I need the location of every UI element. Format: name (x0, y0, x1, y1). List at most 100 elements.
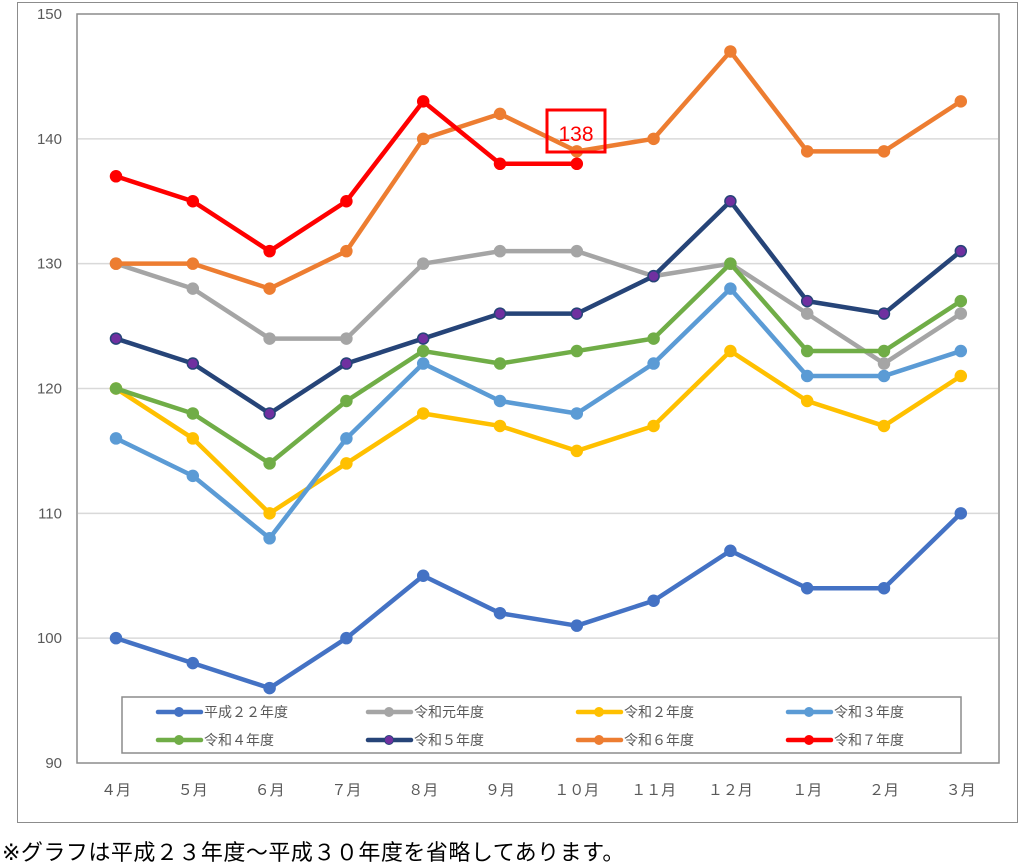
legend-box (121, 696, 962, 754)
x-tick-label: ５月 (178, 781, 208, 799)
x-tick-label: １１月 (631, 781, 676, 799)
series-path (115, 261, 963, 466)
data-point-marker (186, 432, 200, 445)
data-point-marker (724, 257, 737, 270)
data-point-marker (186, 257, 200, 270)
data-point-marker (954, 244, 968, 258)
data-point-marker (186, 195, 200, 208)
data-point-marker (109, 432, 123, 445)
data-point-marker (186, 407, 200, 420)
data-point-marker (724, 544, 737, 558)
data-point-marker (493, 244, 507, 258)
data-point-marker (877, 307, 891, 320)
data-point-marker (416, 344, 430, 358)
legend-label: 令和７年度 (834, 733, 904, 749)
data-point-marker (954, 95, 968, 108)
x-tick-label: １２月 (708, 781, 753, 799)
data-point-marker (954, 307, 968, 320)
legend-swatch-marker (174, 707, 184, 717)
data-point-marker (109, 332, 123, 345)
data-point-marker (263, 681, 276, 695)
series-line (109, 344, 968, 520)
legend-swatch-marker (804, 707, 814, 717)
value-annotation: 138 (545, 108, 607, 154)
y-tick-label: 120 (37, 381, 62, 398)
legend-swatch-marker (594, 707, 604, 717)
data-point-marker (954, 344, 968, 358)
data-point-marker (186, 282, 200, 295)
data-point-marker (263, 244, 276, 258)
data-point-marker (647, 419, 660, 433)
series-path (115, 248, 963, 366)
x-tick-label: ８月 (408, 781, 438, 799)
y-tick-label: 90 (45, 755, 62, 772)
legend-label: 令和４年度 (204, 733, 274, 749)
data-point-marker (493, 606, 507, 620)
series-path (115, 199, 963, 416)
data-point-marker (570, 307, 584, 320)
data-point-marker (800, 369, 814, 383)
data-point-marker (416, 569, 430, 582)
legend-item: 平成２２年度 (155, 705, 288, 721)
legend-swatch-marker (804, 735, 814, 745)
line-chart: 90 100 110 120 130 140 150 ４月 ５月 ６月 ７月 ８月 ９月 １０月 １１月 １… (37, 6, 1000, 799)
data-point-marker (570, 619, 584, 632)
data-point-marker (186, 656, 200, 670)
data-point-marker (954, 294, 968, 308)
data-point-marker (263, 332, 276, 345)
legend-item: 令和６年度 (575, 733, 694, 749)
data-point-marker (800, 307, 814, 320)
data-point-marker (340, 195, 353, 208)
data-point-marker (570, 444, 584, 458)
series-line (109, 95, 584, 258)
data-point-marker (109, 257, 123, 270)
data-point-marker (647, 357, 660, 370)
y-axis-ticks: 90 100 110 120 130 140 150 (37, 6, 62, 772)
data-point-marker (416, 95, 430, 108)
data-point-marker (416, 332, 430, 345)
data-point-marker (877, 344, 891, 358)
data-point-marker (493, 307, 507, 320)
data-point-marker (186, 357, 200, 370)
data-point-marker (340, 244, 353, 258)
x-tick-label: ４月 (101, 781, 131, 799)
data-point-marker (647, 332, 660, 345)
x-tick-label: １月 (792, 781, 822, 799)
y-tick-label: 150 (37, 6, 62, 23)
data-point-marker (109, 631, 123, 645)
data-point-marker (109, 170, 123, 183)
legend-item: 令和５年度 (365, 733, 484, 749)
data-point-marker (263, 407, 276, 420)
legend-swatch-marker (384, 735, 394, 745)
data-point-marker (877, 369, 891, 383)
legend-label: 令和５年度 (414, 733, 484, 749)
x-tick-label: ６月 (255, 781, 285, 799)
data-point-marker (416, 357, 430, 370)
legend-label: 平成２２年度 (204, 705, 288, 721)
data-point-marker (647, 269, 660, 283)
data-point-marker (570, 244, 584, 258)
data-point-marker (570, 344, 584, 358)
data-point-marker (724, 344, 737, 358)
data-point-marker (877, 145, 891, 158)
series-line (109, 507, 968, 695)
legend-swatch-marker (384, 707, 394, 717)
legend-swatch-marker (174, 735, 184, 745)
plot-area-border (76, 13, 1000, 764)
series-lines (109, 45, 968, 695)
series-path (115, 286, 962, 541)
data-point-marker (109, 382, 123, 395)
data-point-marker (340, 457, 353, 470)
data-point-marker (416, 407, 430, 420)
x-tick-label: ２月 (869, 781, 899, 799)
data-point-marker (800, 294, 814, 308)
series-path (115, 99, 577, 254)
data-point-marker (493, 394, 507, 408)
series-path (114, 348, 963, 516)
y-tick-label: 130 (37, 256, 62, 273)
data-point-marker (493, 419, 507, 433)
data-point-marker (724, 282, 737, 295)
data-point-marker (416, 132, 430, 146)
x-tick-label: ３月 (946, 781, 976, 799)
legend-item: 令和４年度 (155, 733, 274, 749)
